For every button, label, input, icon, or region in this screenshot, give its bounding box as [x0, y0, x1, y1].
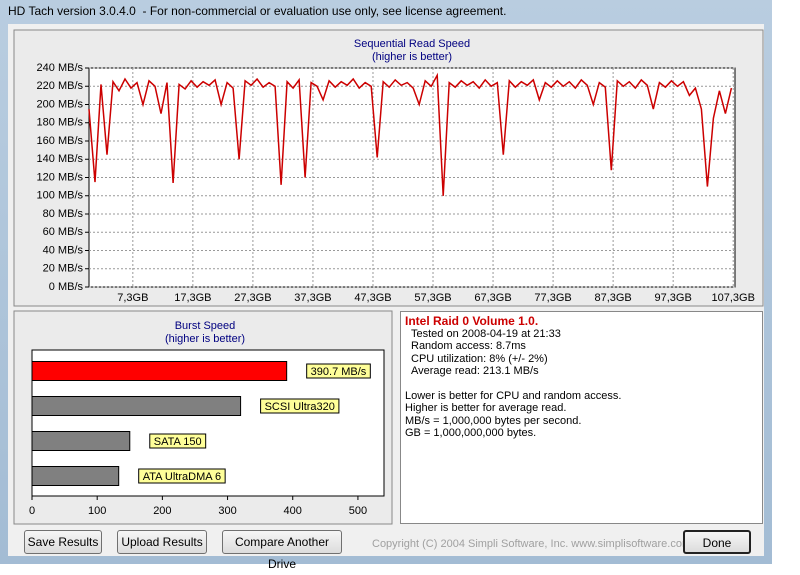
bar — [31, 361, 288, 381]
x-tick-label: 100 — [88, 505, 106, 517]
info-line: Tested on 2008-04-19 at 21:33 — [411, 327, 561, 340]
y-tick-label: 200 MB/s — [37, 98, 84, 110]
x-tick-label: 300 — [218, 505, 236, 517]
charts: Sequential Read Speed(higher is better)0… — [13, 29, 764, 525]
info-note: MB/s = 1,000,000 bytes per second. — [405, 414, 582, 427]
y-tick-label: 40 MB/s — [43, 244, 84, 256]
y-tick-label: 60 MB/s — [43, 226, 84, 238]
y-tick-label: 240 MB/s — [37, 62, 84, 74]
bar — [31, 396, 242, 416]
bar-label: 390.7 MB/s — [311, 366, 367, 378]
x-tick-label: 500 — [349, 505, 367, 517]
save-button[interactable]: Save Results — [24, 530, 102, 554]
bar-label: ATA UltraDMA 6 — [143, 471, 221, 483]
x-tick-label: 77,3GB — [534, 292, 571, 304]
info-line: CPU utilization: 8% (+/- 2%) — [411, 352, 548, 365]
bar-label: SATA 150 — [154, 436, 202, 448]
y-tick-label: 80 MB/s — [43, 208, 84, 220]
info-note: Higher is better for average read. — [405, 402, 567, 414]
bar — [31, 466, 120, 486]
chart-subtitle: (higher is better) — [165, 333, 245, 345]
chart-title: Sequential Read Speed — [354, 38, 470, 50]
y-tick-label: 140 MB/s — [37, 153, 84, 165]
y-tick-label: 120 MB/s — [37, 171, 84, 183]
info-note: GB = 1,000,000,000 bytes. — [405, 427, 537, 439]
upload-button[interactable]: Upload Results — [117, 530, 207, 554]
bar-label-box — [138, 468, 226, 484]
info-line: Random access: 8.7ms — [411, 340, 526, 352]
x-tick-label: 27,3GB — [234, 292, 271, 304]
x-tick-label: 17,3GB — [174, 292, 211, 304]
y-tick-label: 180 MB/s — [37, 117, 84, 129]
read-line — [88, 72, 733, 196]
window-title: HD Tach version 3.0.4.0 - For non-commer… — [8, 4, 507, 18]
info-note: Lower is better for CPU and random acces… — [405, 389, 622, 402]
y-tick-label: 220 MB/s — [37, 80, 84, 92]
x-tick-label: 47,3GB — [354, 292, 391, 304]
x-tick-label: 67,3GB — [474, 292, 511, 304]
y-tick-label: 0 MB/s — [49, 281, 84, 293]
bar-label-box — [306, 363, 371, 379]
y-tick-label: 160 MB/s — [37, 135, 84, 147]
bar-label-box — [149, 433, 207, 449]
bar-label-box — [260, 398, 340, 414]
read-plot — [88, 67, 736, 288]
x-tick-label: 107,3GB — [711, 292, 754, 304]
chart-subtitle: (higher is better) — [372, 51, 452, 63]
bar-label: SCSI Ultra320 — [265, 401, 335, 413]
x-tick-label: 400 — [284, 505, 302, 517]
x-tick-label: 87,3GB — [594, 292, 631, 304]
x-tick-label: 97,3GB — [655, 292, 692, 304]
x-tick-label: 7,3GB — [117, 292, 148, 304]
x-tick-label: 57,3GB — [414, 292, 451, 304]
info-line: Average read: 213.1 MB/s — [411, 365, 539, 377]
bar — [31, 431, 131, 451]
x-tick-label: 200 — [153, 505, 171, 517]
x-tick-label: 37,3GB — [294, 292, 331, 304]
info-heading: Intel Raid 0 Volume 1.0. — [405, 314, 539, 328]
compare-button[interactable]: Compare Another Drive — [222, 530, 342, 571]
done-button[interactable]: Done — [683, 530, 751, 554]
copyright: Copyright (C) 2004 Simpli Software, Inc.… — [372, 538, 692, 550]
info-panel: Intel Raid 0 Volume 1.0. Tested on 2008-… — [400, 311, 763, 524]
chart-title: Burst Speed — [175, 320, 236, 332]
y-tick-label: 20 MB/s — [43, 263, 84, 275]
y-tick-label: 100 MB/s — [37, 190, 84, 202]
x-tick-label: 0 — [29, 505, 35, 517]
